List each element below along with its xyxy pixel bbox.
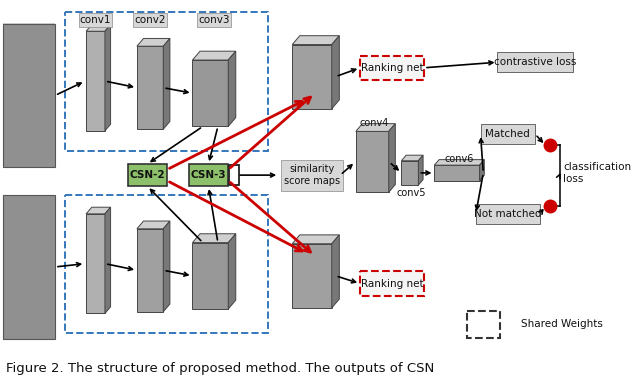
Text: Ranking net: Ranking net [361, 279, 423, 288]
Polygon shape [193, 234, 236, 243]
Polygon shape [479, 160, 484, 181]
Polygon shape [388, 124, 396, 192]
Bar [79, 13, 113, 27]
Polygon shape [86, 214, 105, 313]
Bar [127, 164, 167, 186]
Polygon shape [356, 132, 388, 192]
Text: conv5: conv5 [396, 188, 426, 198]
Bar [133, 13, 167, 27]
Text: Shared Weights: Shared Weights [521, 319, 603, 329]
Bar [497, 52, 573, 72]
Bar [476, 204, 540, 224]
Text: Matched: Matched [485, 129, 530, 139]
Polygon shape [401, 155, 423, 161]
Polygon shape [435, 160, 484, 165]
Polygon shape [193, 51, 236, 60]
Polygon shape [332, 235, 339, 308]
Polygon shape [86, 207, 111, 214]
Bar [3, 195, 55, 339]
Polygon shape [228, 51, 236, 127]
Polygon shape [356, 124, 396, 132]
Bar [467, 311, 500, 338]
Text: classification
loss: classification loss [563, 162, 632, 184]
Text: conv4: conv4 [360, 118, 389, 128]
Bar [282, 160, 342, 191]
Text: conv6: conv6 [444, 153, 474, 163]
Bar [189, 164, 228, 186]
Bar [65, 13, 268, 151]
Polygon shape [292, 244, 332, 308]
Polygon shape [86, 25, 111, 31]
Polygon shape [105, 25, 111, 131]
Polygon shape [137, 38, 170, 46]
Text: Not matched: Not matched [474, 209, 541, 219]
Polygon shape [292, 36, 339, 45]
Polygon shape [228, 234, 236, 309]
Polygon shape [105, 207, 111, 313]
Text: Figure 2. The structure of proposed method. The outputs of CSN: Figure 2. The structure of proposed meth… [6, 362, 435, 375]
Polygon shape [163, 38, 170, 129]
Polygon shape [435, 165, 479, 181]
Bar [3, 23, 55, 168]
Bar [360, 271, 424, 296]
Polygon shape [86, 31, 105, 131]
Bar [360, 56, 424, 80]
Polygon shape [137, 46, 163, 129]
Polygon shape [419, 155, 423, 185]
Polygon shape [292, 45, 332, 109]
Polygon shape [193, 243, 228, 309]
Bar [197, 13, 231, 27]
Bar [229, 165, 239, 185]
Text: conv3: conv3 [198, 15, 230, 25]
Polygon shape [292, 235, 339, 244]
Bar [65, 195, 268, 334]
Bar [481, 124, 535, 144]
Text: similarity
score maps: similarity score maps [284, 164, 340, 186]
Text: CSN-2: CSN-2 [129, 170, 165, 180]
Text: contrastive loss: contrastive loss [494, 57, 576, 67]
Polygon shape [401, 161, 419, 185]
Polygon shape [193, 60, 228, 127]
Text: conv2: conv2 [134, 15, 166, 25]
Polygon shape [332, 36, 339, 109]
Text: CSN-3: CSN-3 [191, 170, 227, 180]
Text: conv1: conv1 [80, 15, 111, 25]
Polygon shape [137, 229, 163, 312]
Polygon shape [163, 221, 170, 312]
Text: Ranking net: Ranking net [361, 63, 423, 73]
Polygon shape [137, 221, 170, 229]
